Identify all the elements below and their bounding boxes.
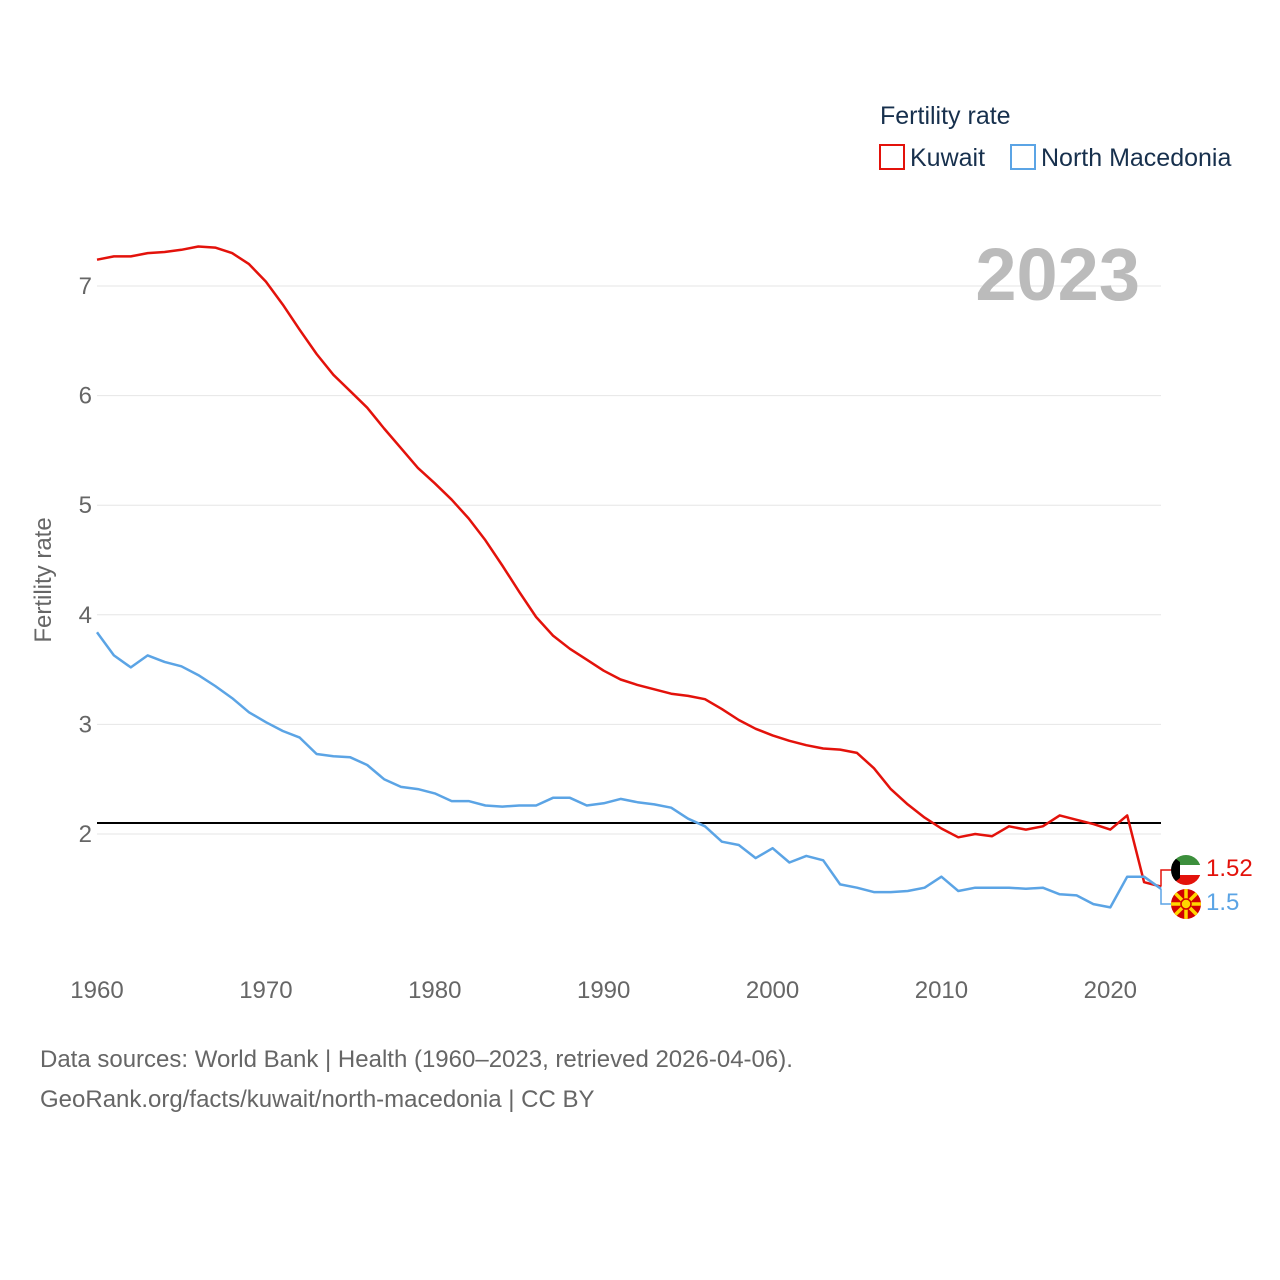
grid-lines	[97, 285, 1161, 835]
end-label-north-macedonia: 1.5	[1206, 889, 1239, 916]
legend-title: Fertility rate	[880, 102, 1011, 130]
y-tick-label: 7	[79, 273, 92, 300]
north-macedonia-flag-icon	[1171, 889, 1201, 919]
legend-label-kuwait: Kuwait	[910, 144, 985, 172]
y-tick-label: 3	[79, 711, 92, 738]
x-tick-label: 1990	[577, 977, 630, 1004]
x-tick-label: 1980	[408, 977, 461, 1004]
y-axis-title: Fertility rate	[30, 517, 57, 642]
y-tick-label: 6	[79, 383, 92, 410]
series-line-north-macedonia	[95, 631, 1162, 909]
legend-swatch-kuwait	[879, 144, 905, 170]
y-tick-label: 4	[79, 602, 92, 629]
x-tick-label: 2000	[746, 977, 799, 1004]
legend-item-north-macedonia[interactable]: North Macedonia	[1010, 144, 1231, 172]
kuwait-flag-icon	[1171, 855, 1201, 885]
y-tick-label: 2	[79, 821, 92, 848]
legend-item-kuwait[interactable]: Kuwait	[879, 144, 985, 172]
series-line-kuwait	[96, 245, 1162, 888]
end-connector-north-macedonia	[1160, 888, 1171, 905]
legend: Fertility rate Kuwait North Macedonia	[879, 102, 1231, 172]
x-tick-label: 1970	[239, 977, 292, 1004]
x-tick-label: 2010	[915, 977, 968, 1004]
x-tick-label: 1960	[70, 977, 123, 1004]
x-axis-ticks: 1960 1970 1980 1990 2000 2010 2020	[70, 977, 1137, 1004]
series-lines	[95, 245, 1162, 909]
source-line-2: GeoRank.org/facts/kuwait/north-macedonia…	[40, 1086, 595, 1113]
end-connector-kuwait	[1160, 869, 1171, 887]
y-tick-label: 5	[79, 492, 92, 519]
legend-swatch-north-macedonia	[1010, 144, 1036, 170]
source-note: Data sources: World Bank | Health (1960–…	[40, 1040, 793, 1120]
y-axis-ticks: 2 3 4 5 6 7	[79, 273, 92, 848]
x-tick-label: 2020	[1084, 977, 1137, 1004]
year-watermark: 2023	[975, 233, 1140, 316]
source-line-1: Data sources: World Bank | Health (1960–…	[40, 1046, 793, 1073]
fertility-rate-chart: 2 3 4 5 6 7 1960 1970 1980 1990 2000 2010 2020 Fert…	[30, 102, 1253, 1004]
end-label-kuwait: 1.52	[1206, 855, 1253, 882]
legend-label-north-macedonia: North Macedonia	[1041, 144, 1231, 172]
